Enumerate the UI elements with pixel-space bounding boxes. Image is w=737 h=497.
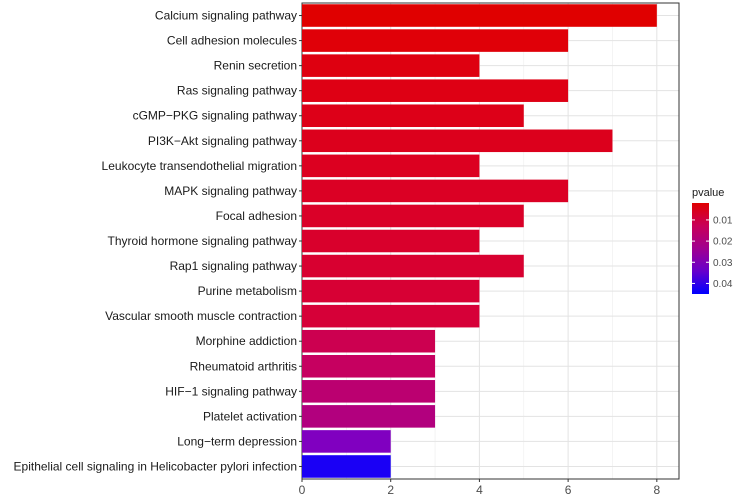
category-label: Calcium signaling pathway: [155, 9, 297, 23]
category-label: Vascular smooth muscle contraction: [105, 309, 297, 323]
category-label: Rap1 signaling pathway: [170, 259, 297, 273]
bar: [302, 29, 569, 52]
category-label: cGMP−PKG signaling pathway: [133, 109, 297, 123]
category-labels: Calcium signaling pathway Cell adhesion m…: [14, 9, 302, 473]
category-label: Ras signaling pathway: [177, 84, 297, 98]
category-label: Leukocyte transendothelial migration: [102, 159, 297, 173]
legend-tick-label: 0.02: [713, 237, 733, 248]
category-label: Renin secretion: [214, 59, 297, 73]
category-label: HIF−1 signaling pathway: [165, 384, 297, 398]
category-label: PI3K−Akt signaling pathway: [148, 134, 297, 148]
category-label: Morphine addiction: [196, 334, 297, 348]
bar: [302, 229, 480, 253]
bar: [302, 129, 613, 153]
x-tick-label: 8: [653, 483, 660, 497]
bar: [302, 304, 480, 328]
bar: [302, 4, 657, 27]
bar: [302, 354, 436, 378]
bar: [302, 279, 480, 303]
category-label: Thyroid hormone signaling pathway: [108, 234, 297, 248]
bar: [302, 204, 524, 228]
bar: [302, 430, 391, 453]
x-tick-label: 0: [299, 483, 306, 497]
legend: pvalue 0.01 0.02 0.03 0.04: [692, 187, 733, 294]
category-label: Epithelial cell signaling in Helicobacte…: [14, 459, 297, 473]
bar: [302, 405, 436, 428]
x-tick-label: 6: [565, 483, 572, 497]
category-label: Rheumatoid arthritis: [190, 359, 297, 373]
bar: [302, 179, 569, 203]
category-label: Focal adhesion: [216, 209, 297, 223]
category-label: MAPK signaling pathway: [164, 184, 297, 198]
legend-title: pvalue: [692, 187, 724, 199]
bar: [302, 154, 480, 178]
legend-colorbar: [692, 203, 709, 294]
category-label: Cell adhesion molecules: [167, 34, 297, 48]
x-tick-label: 4: [476, 483, 483, 497]
bar: [302, 54, 480, 77]
bar: [302, 254, 524, 278]
category-label: Long−term depression: [177, 434, 297, 448]
legend-tick-label: 0.04: [713, 279, 733, 290]
x-tick-label: 2: [387, 483, 394, 497]
bars: [302, 4, 657, 478]
bar: [302, 104, 524, 128]
bar: [302, 380, 436, 403]
bar: [302, 329, 436, 353]
legend-tick-label: 0.01: [713, 215, 733, 226]
bar: [302, 455, 391, 478]
legend-tick-label: 0.03: [713, 258, 733, 269]
x-axis: 0 2 4 6 8: [299, 479, 660, 497]
category-label: Purine metabolism: [198, 284, 297, 298]
category-label: Platelet activation: [203, 409, 297, 423]
bar: [302, 79, 569, 102]
